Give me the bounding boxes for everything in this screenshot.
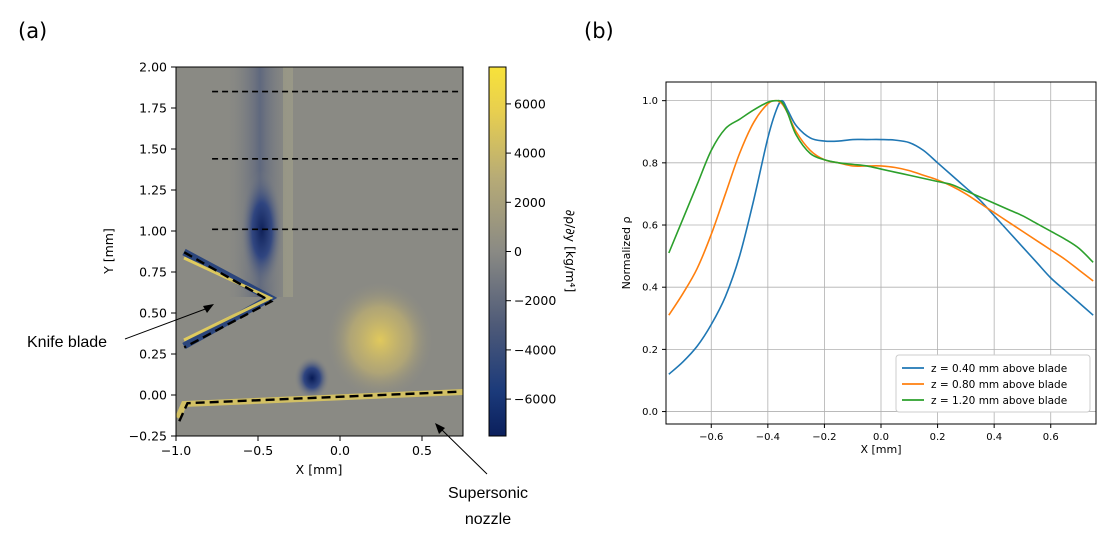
line-x-tick-label: 0.2 — [930, 432, 946, 443]
line-y-label: Normalized ρ — [620, 217, 633, 290]
line-x-label: X [mm] — [860, 443, 901, 456]
heatmap-y-tick-label: 1.50 — [139, 142, 167, 157]
line-y-tick-label: 0.0 — [642, 407, 658, 418]
heatmap-y-label: Y [mm] — [101, 228, 116, 275]
panel-label-a: (a) — [18, 19, 47, 43]
knife-arrow-head — [203, 304, 214, 313]
colorbar-tick-label: 4000 — [514, 146, 546, 161]
line-x-tick-label: 0.6 — [1043, 432, 1059, 443]
colorbar-tick-label: −2000 — [514, 293, 556, 308]
legend: z = 0.40 mm above blade z = 0.80 mm above… — [895, 354, 1091, 413]
knife-arrow-line — [124, 307, 209, 340]
heatmap-y-tick-label: 0.50 — [139, 306, 167, 321]
heatmap-y-tick-label: 0.75 — [139, 265, 167, 280]
line-x-tick-label: −0.6 — [699, 432, 723, 443]
colorbar-tick-label: 0 — [514, 244, 522, 259]
legend-label-3: z = 1.20 mm above blade — [931, 395, 1067, 407]
heatmap-dashed-lines — [212, 90, 459, 231]
line-y-tick-label: 0.6 — [642, 221, 658, 232]
line-grid — [666, 82, 1096, 424]
line-y-tick-label: 1.0 — [642, 96, 658, 107]
line-y-tick-label: 0.2 — [642, 345, 658, 356]
colorbar-label: ∂ρ/∂y [kg/m⁴] — [563, 210, 578, 293]
heatmap-frame — [175, 66, 464, 437]
legend-items: z = 0.40 mm above blade z = 0.80 mm above… — [902, 363, 1067, 407]
series-line-3 — [668, 99, 1094, 263]
colorbar-ticks: 6000 4000 2000 0 −2000 −4000 −6000 — [506, 96, 556, 407]
heatmap-y-ticks: −0.25 0.00 0.25 0.50 0.75 1.00 1.25 1.50 1.75 2.0… — [129, 60, 176, 444]
series-line-1 — [668, 99, 1094, 375]
line-x-tick-label: 0.4 — [986, 432, 1002, 443]
line-x-tick-label: −0.4 — [756, 432, 780, 443]
heatmap-y-tick-label: 1.75 — [139, 101, 167, 116]
colorbar — [488, 66, 507, 437]
line-x-tick-label: 0.0 — [873, 432, 889, 443]
legend-box — [895, 354, 1091, 413]
colorbar-tick-label: 2000 — [514, 195, 546, 210]
heatmap-x-label: X [mm] — [296, 462, 343, 477]
heatmap-y-tick-label: 0.25 — [139, 347, 167, 362]
line-panel: −0.6 −0.4 −0.2 0.0 0.2 0.4 0.6 0.0 0.2 0.4 0.6 0.8… — [620, 81, 1097, 456]
line-y-ticks: 0.0 0.2 0.4 0.6 0.8 1.0 — [642, 96, 666, 418]
line-x-tick-label: −0.2 — [812, 432, 836, 443]
legend-label-1: z = 0.40 mm above blade — [931, 363, 1067, 375]
annotation-knife-blade: Knife blade — [27, 334, 107, 351]
heatmap-x-tick-label: −1.0 — [161, 443, 191, 458]
colorbar-tick-label: −4000 — [514, 342, 556, 357]
annotation-nozzle-line2: nozzle — [465, 511, 511, 528]
heatmap-y-tick-label: 0.00 — [139, 388, 167, 403]
heatmap-y-tick-label: 1.25 — [139, 183, 167, 198]
nozzle-outline — [178, 390, 460, 422]
line-y-tick-label: 0.8 — [642, 158, 658, 169]
line-y-tick-label: 0.4 — [642, 283, 658, 294]
legend-label-2: z = 0.80 mm above blade — [931, 379, 1067, 391]
heatmap-panel: −1.0 −0.5 0.0 0.5 −0.25 0.00 0.25 0.50 0.75 1.00… — [27, 60, 578, 529]
heatmap-image — [176, 67, 463, 436]
knife-blade-outline — [183, 251, 274, 349]
heatmap-y-tick-label: 1.00 — [139, 224, 167, 239]
heatmap-x-tick-label: 0.5 — [412, 443, 432, 458]
heatmap-x-tick-label: 0.0 — [330, 443, 350, 458]
line-series-group — [668, 99, 1094, 375]
heatmap-x-ticks: −1.0 −0.5 0.0 0.5 — [161, 436, 432, 458]
panel-label-b: (b) — [584, 19, 614, 43]
colorbar-tick-label: 6000 — [514, 96, 546, 111]
colorbar-tick-label: −6000 — [514, 392, 556, 407]
line-x-ticks: −0.6 −0.4 −0.2 0.0 0.2 0.4 0.6 — [699, 424, 1059, 443]
heatmap-y-tick-label: −0.25 — [129, 429, 167, 444]
heatmap-x-tick-label: −0.5 — [243, 443, 273, 458]
heatmap-y-tick-label: 2.00 — [139, 60, 167, 75]
nozzle-arrow-line — [439, 427, 488, 475]
annotation-nozzle-line1: Supersonic — [448, 485, 528, 502]
nozzle-arrow-head — [435, 423, 445, 434]
